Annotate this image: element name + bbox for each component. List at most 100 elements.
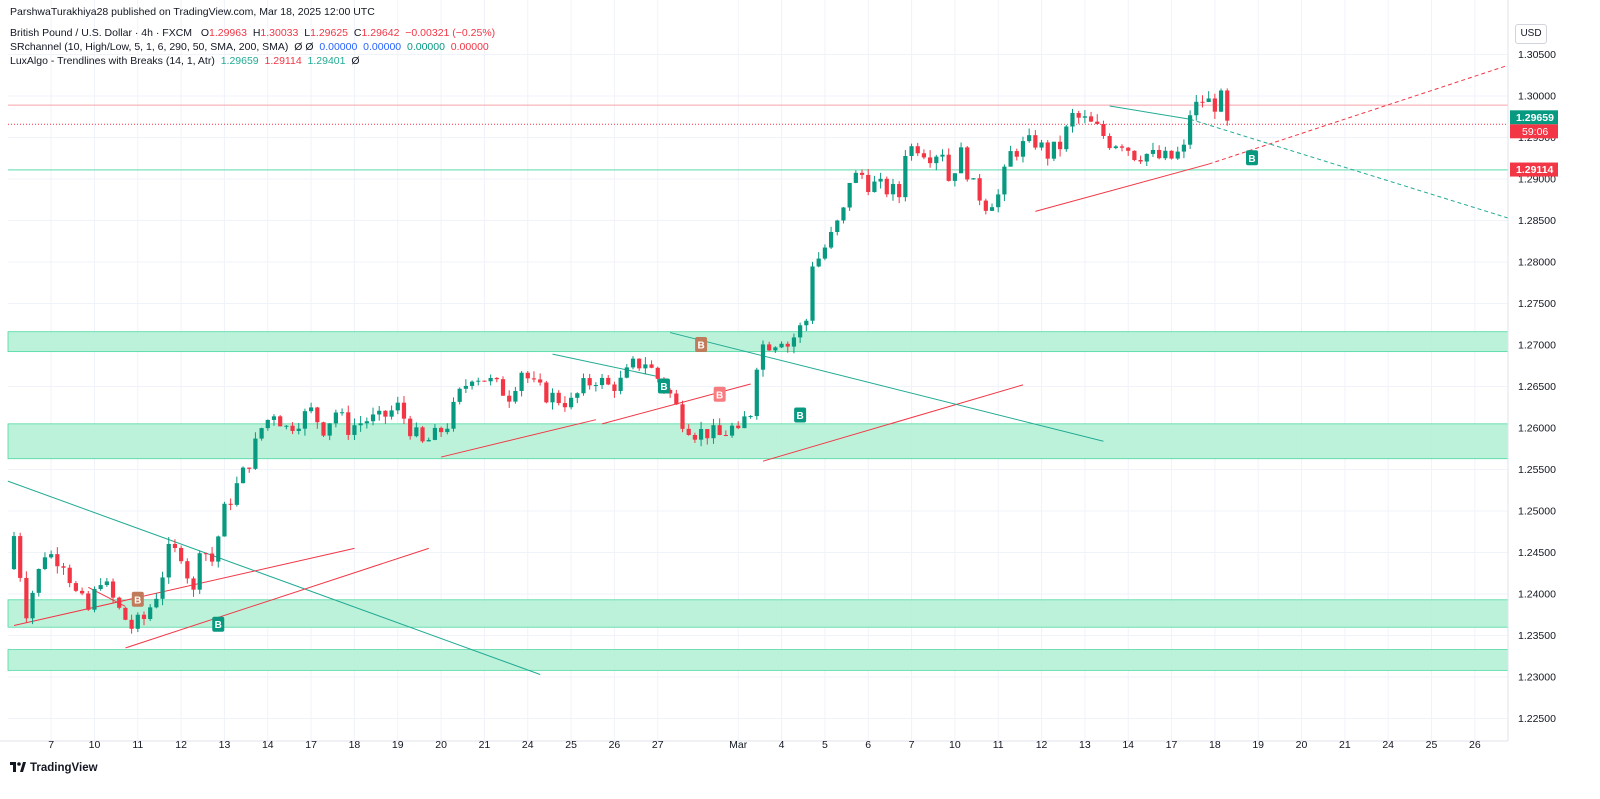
candle-body bbox=[630, 358, 636, 368]
candle-body bbox=[890, 184, 896, 195]
downtrend-line bbox=[1189, 118, 1509, 219]
candle-body bbox=[482, 380, 487, 382]
candle-body bbox=[154, 598, 159, 608]
candle-body bbox=[828, 231, 834, 248]
candle-body bbox=[247, 467, 252, 469]
candle-body bbox=[859, 172, 865, 175]
srchannel-value-3: 0.00000 bbox=[406, 41, 445, 53]
current-price-value: 1.29659 bbox=[1516, 112, 1554, 124]
candle-body bbox=[544, 382, 549, 403]
candle-body bbox=[309, 407, 314, 412]
candle-body bbox=[86, 593, 91, 610]
time-tick-label: 17 bbox=[1166, 739, 1178, 751]
candle-body bbox=[203, 553, 208, 555]
candle-body bbox=[1058, 141, 1063, 150]
candle-body bbox=[723, 435, 728, 437]
uptrend-line bbox=[1035, 163, 1209, 212]
candle-body bbox=[1045, 142, 1050, 159]
candle-body bbox=[643, 364, 648, 369]
break-marker bbox=[212, 616, 225, 632]
candle-body bbox=[166, 543, 171, 578]
high-label: H bbox=[252, 27, 261, 39]
candle-body bbox=[253, 438, 258, 469]
price-tick-label: 1.23000 bbox=[1518, 672, 1556, 684]
brand-footer: TradingView bbox=[10, 762, 98, 774]
break-marker-label: B bbox=[660, 382, 667, 393]
candle-body bbox=[432, 427, 438, 440]
candle-body bbox=[1181, 144, 1187, 152]
trendline-level-tag bbox=[1510, 162, 1558, 177]
candle-body bbox=[946, 154, 951, 181]
luxalgo-name[interactable]: LuxAlgo - Trendlines with Breaks (14, 1,… bbox=[10, 55, 215, 67]
time-axis[interactable]: 7 10 11 12 13 14 17 18 19 20 21 24 25 26 27 Mar 4 5 6 7 10 11… bbox=[0, 739, 1508, 751]
symbol-name[interactable]: British Pound / U.S. Dollar · 4h · FXCM bbox=[10, 27, 193, 39]
luxalgo-legend: LuxAlgo - Trendlines with Breaks (14, 1,… bbox=[10, 55, 360, 67]
price-level-lines bbox=[8, 104, 1508, 171]
candle-body bbox=[872, 181, 877, 192]
sr-zone bbox=[7, 599, 1509, 628]
candle-body bbox=[1107, 135, 1112, 149]
candle-body bbox=[284, 425, 289, 427]
luxalgo-value-3: 1.29401 bbox=[307, 55, 346, 67]
candle-body bbox=[853, 172, 858, 183]
candle-body bbox=[575, 393, 580, 398]
price-chart[interactable]: B B B B B B B 1.22500 1.23000 1.23500 1.24000 1.24… bbox=[0, 0, 1600, 780]
downtrend-line bbox=[552, 353, 658, 378]
candle-body bbox=[531, 378, 537, 380]
candle-body bbox=[346, 412, 351, 435]
candle-body bbox=[271, 416, 277, 420]
candle-body bbox=[698, 429, 704, 440]
candle-body bbox=[1188, 115, 1193, 145]
candle-body bbox=[952, 173, 957, 181]
candle-body bbox=[996, 194, 1001, 208]
countdown-value: 59:06 bbox=[1522, 126, 1548, 138]
sr-zone bbox=[7, 331, 1509, 353]
time-tick-label: 12 bbox=[175, 739, 187, 751]
time-tick-label: 10 bbox=[949, 739, 961, 751]
break-marker bbox=[131, 591, 144, 607]
srchannel-name[interactable]: SRchannel (10, High/Low, 5, 1, 6, 290, 5… bbox=[10, 41, 289, 53]
candle-body bbox=[835, 220, 840, 232]
candle-body bbox=[903, 155, 908, 198]
candle-body bbox=[61, 566, 66, 568]
trendline-level-value: 1.29114 bbox=[1516, 164, 1554, 176]
candle-body bbox=[18, 536, 23, 578]
change-value: −0.00321 (−0.25%) bbox=[405, 27, 496, 39]
candle-body bbox=[315, 407, 320, 423]
candle-body bbox=[401, 402, 407, 419]
time-tick-label: 10 bbox=[89, 739, 101, 751]
time-tick-label: 24 bbox=[1382, 739, 1394, 751]
candle-body bbox=[1225, 90, 1230, 121]
candle-body bbox=[1020, 141, 1026, 157]
candle-body bbox=[321, 422, 326, 436]
candle-body bbox=[67, 567, 72, 584]
candle-body bbox=[296, 428, 301, 431]
time-tick-label: Mar bbox=[729, 739, 748, 751]
break-marker-label: B bbox=[215, 620, 222, 631]
candle-body bbox=[1194, 101, 1199, 116]
time-tick-label: 4 bbox=[779, 739, 785, 751]
candle-body bbox=[1076, 113, 1081, 118]
candle-body bbox=[606, 377, 611, 385]
candle-body bbox=[1126, 147, 1131, 151]
currency-selector[interactable]: USD bbox=[1515, 24, 1547, 44]
candle-body bbox=[73, 583, 78, 591]
candle-body bbox=[989, 207, 995, 211]
candle-body bbox=[668, 389, 673, 394]
candle-body bbox=[333, 412, 338, 424]
candle-body bbox=[408, 418, 413, 437]
publisher-line: ParshwaTurakhiya28 published on TradingV… bbox=[10, 6, 375, 18]
candle-body bbox=[123, 607, 128, 620]
candle-body bbox=[228, 503, 233, 505]
candle-body bbox=[754, 369, 759, 417]
candle-body bbox=[463, 385, 468, 389]
time-tick-label: 11 bbox=[993, 739, 1004, 751]
price-tick-label: 1.24500 bbox=[1518, 547, 1556, 559]
candle-body bbox=[748, 416, 753, 418]
price-axis[interactable]: 1.22500 1.23000 1.23500 1.24000 1.24500 1.250… bbox=[1507, 0, 1558, 741]
candle-body bbox=[680, 404, 685, 429]
luxalgo-value-2: 1.29114 bbox=[264, 55, 302, 67]
candle-body bbox=[420, 427, 425, 442]
candle-body bbox=[1027, 135, 1032, 142]
candle-body bbox=[36, 568, 41, 593]
